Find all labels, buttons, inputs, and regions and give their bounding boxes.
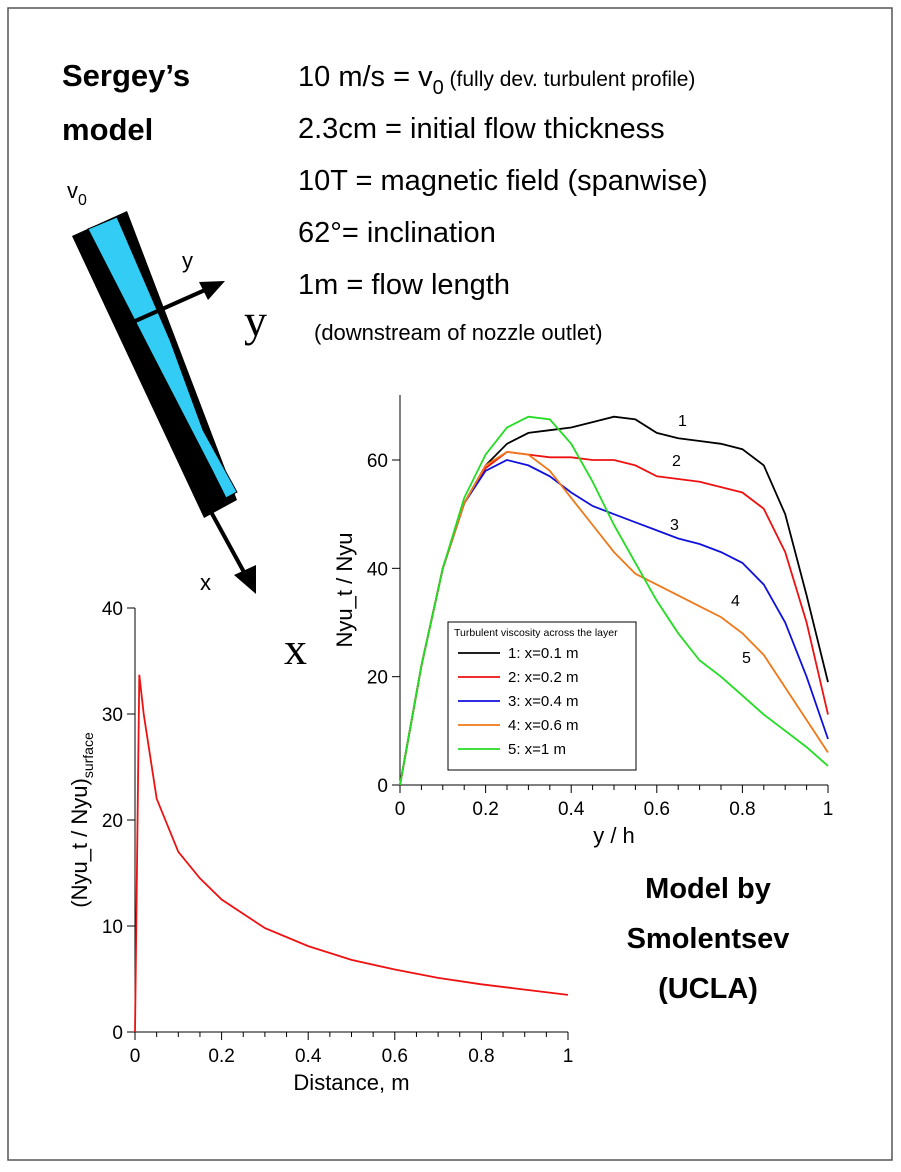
curve-label: 3 — [670, 517, 679, 534]
y-tick-label: 60 — [367, 451, 388, 472]
y-axis-label: Nyu_t / Nyu — [332, 533, 357, 648]
axis-letter: y — [182, 248, 193, 273]
curve-label: 2 — [672, 453, 681, 470]
y-tick-label: 40 — [102, 599, 123, 620]
axis-letter: x — [284, 623, 307, 674]
label: v — [67, 178, 78, 203]
wall — [72, 211, 237, 518]
flow-layer — [87, 216, 238, 499]
param: 62°= inclination — [298, 217, 496, 249]
x-tick-label: 0.6 — [382, 1046, 408, 1067]
credit: Model by — [645, 873, 771, 905]
title-line: model — [62, 112, 153, 147]
param-tail: (fully dev. turbulent profile) — [444, 68, 696, 91]
legend-label: 2: x=0.2 m — [508, 669, 578, 686]
param: 10 m/s = v0 (fully dev. turbulent profil… — [298, 61, 695, 99]
credit: (UCLA) — [658, 973, 758, 1005]
y-tick-label: 10 — [102, 917, 123, 938]
label-main: (Nyu_t / Nyu) — [67, 778, 92, 908]
param-main: 10 m/s = v — [298, 61, 433, 93]
x-tick-label: 0.2 — [208, 1046, 234, 1067]
series-line — [399, 450, 829, 786]
series-line — [399, 415, 829, 786]
frame — [7, 7, 893, 1161]
arrow-head — [199, 281, 225, 300]
y-tick-label: 0 — [112, 1023, 123, 1044]
legend-box — [447, 621, 637, 771]
y-axis-label: (Nyu_t / Nyu)surface — [67, 732, 96, 908]
param-sub: 0 — [433, 77, 444, 99]
legend-label: 4: x=0.6 m — [508, 717, 578, 734]
flow-diagram: v0 y x y x — [67, 178, 307, 674]
axis-letter: x — [200, 570, 211, 595]
param: 2.3cm = initial flow thickness — [298, 113, 665, 145]
chart: 0 10 20 30 40 0 0.2 0.4 0.6 0.8 1 Distance, m (Nyu_t… — [67, 599, 573, 1095]
x-tick-label: 0.8 — [729, 799, 755, 820]
title-line: Sergey’s — [62, 58, 190, 93]
arrow — [132, 288, 206, 324]
label-main: Nyu_t / Nyu — [332, 533, 357, 648]
param: 10T = magnetic field (spanwise) — [298, 165, 708, 197]
y-tick-label: 40 — [367, 559, 388, 580]
param: 1m = flow length — [298, 269, 510, 301]
x-tick-label: 0.6 — [644, 799, 670, 820]
x-tick-label: 0.8 — [468, 1046, 494, 1067]
x-tick-label: 0.4 — [558, 799, 585, 820]
x-axis-label: y / h — [593, 823, 635, 848]
legend-title: Turbulent viscosity across the layer — [454, 627, 618, 639]
label-sub: 0 — [78, 192, 87, 209]
x-tick-label: 0 — [130, 1046, 141, 1067]
x-tick-label: 1 — [563, 1046, 574, 1067]
legend-label: 1: x=0.1 m — [508, 645, 578, 662]
curve-label: 5 — [742, 650, 751, 667]
curve-label: 1 — [678, 413, 687, 430]
x-tick-label: 0 — [395, 799, 406, 820]
x-tick-label: 0.4 — [295, 1046, 322, 1067]
label-sub: surface — [80, 732, 96, 778]
x-tick-label: 0.2 — [472, 799, 498, 820]
legend-label: 3: x=0.4 m — [508, 693, 578, 710]
param: (downstream of nozzle outlet) — [314, 320, 603, 345]
series-line — [134, 674, 569, 1033]
y-tick-label: 30 — [102, 705, 123, 726]
v-label: v0 — [67, 178, 87, 209]
credit: Smolentsev — [627, 923, 790, 955]
legend-label: 5: x=1 m — [508, 741, 566, 758]
arrow-head — [234, 565, 256, 594]
arrow — [208, 509, 247, 575]
axis-letter: y — [244, 295, 267, 346]
y-tick-label: 20 — [367, 668, 388, 689]
y-tick-label: 20 — [102, 811, 123, 832]
x-tick-label: 1 — [823, 799, 834, 820]
chart: 0 20 40 60 0 0.2 0.4 0.6 0.8 1 y / h Nyu_t / Nyu 1 2 3… — [332, 395, 833, 848]
curve-label: 4 — [731, 593, 740, 610]
y-tick-label: 0 — [377, 776, 388, 797]
x-axis-label: Distance, m — [293, 1070, 409, 1095]
